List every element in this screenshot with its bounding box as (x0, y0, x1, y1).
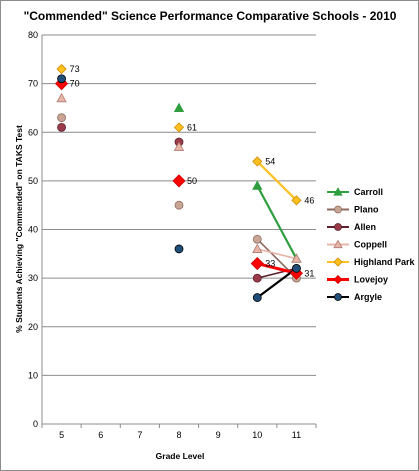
x-tick-label: 7 (137, 430, 142, 440)
y-tick-label: 10 (28, 370, 38, 380)
legend-marker-coppell (333, 239, 343, 249)
legend-label-allen: Allen (354, 222, 376, 232)
data-label: 50 (187, 176, 197, 186)
y-tick-label: 20 (28, 322, 38, 332)
data-label: 33 (265, 259, 275, 269)
legend-label-lovejoy: Lovejoy (354, 275, 388, 285)
series-line-allen (257, 267, 297, 279)
axes: 0 10 20 30 40 50 60 70 80 5 6 7 8 9 10 11 (28, 30, 317, 440)
data-labels: 73 70 61 50 54 46 33 31 (70, 64, 315, 278)
point-highland-park (173, 122, 185, 133)
x-tick-label: 6 (98, 430, 103, 440)
y-tick-label: 70 (28, 79, 38, 89)
point-highland-park (291, 195, 302, 206)
legend: Carroll Plano Allen Coppell Highland Park Lov… (327, 187, 416, 302)
data-label: 31 (304, 268, 314, 278)
chart-title: "Commended" Science Performance Comparat… (24, 9, 397, 23)
y-tick-label: 30 (28, 273, 38, 283)
legend-marker-lovejoy (333, 274, 343, 285)
x-tick-label: 9 (216, 430, 221, 440)
legend-label-plano: Plano (354, 205, 379, 215)
data-label: 54 (265, 156, 275, 166)
legend-label-highland-park: Highland Park (354, 257, 416, 267)
data-label: 70 (70, 79, 80, 89)
legend-marker-plano (334, 205, 342, 214)
legend-label-coppell: Coppell (354, 240, 387, 250)
x-axis-title: Grade Level (156, 451, 205, 461)
legend-label-argyle: Argyle (354, 292, 382, 302)
y-tick-label: 60 (28, 127, 38, 137)
point-carroll (252, 180, 263, 190)
point-argyle (252, 293, 262, 302)
y-tick-label: 40 (28, 225, 38, 235)
series-line-coppell (257, 248, 297, 260)
point-plano (252, 234, 262, 244)
legend-marker-highland-park (333, 257, 343, 267)
point-coppell (173, 141, 185, 151)
point-allen (252, 273, 262, 283)
legend-label-carroll: Carroll (354, 187, 383, 197)
point-argyle (174, 244, 184, 254)
x-tick-label: 10 (252, 430, 262, 440)
data-label: 61 (187, 122, 197, 132)
x-tick-label: 5 (59, 430, 64, 440)
legend-marker-carroll (333, 187, 343, 196)
point-highland-park (252, 156, 263, 167)
point-coppell (291, 253, 302, 263)
series-markers (55, 63, 303, 302)
y-axis-title: % Students Achieving "Commended" on TAKS… (14, 125, 24, 333)
x-tick-label: 8 (176, 430, 181, 440)
point-lovejoy (172, 174, 186, 188)
series-line-carroll (256, 185, 298, 260)
series-line-highland-park (256, 160, 298, 202)
legend-marker-argyle (334, 293, 342, 301)
point-coppell (252, 243, 263, 253)
legend-marker-allen (334, 223, 342, 231)
data-label: 46 (304, 195, 314, 205)
point-allen (57, 122, 66, 132)
point-plano (57, 113, 66, 123)
series-line-lovejoy (256, 262, 297, 275)
grid (42, 34, 316, 425)
point-argyle (292, 263, 301, 273)
y-tick-label: 0 (33, 419, 38, 429)
point-coppell (56, 92, 67, 103)
point-argyle (57, 74, 66, 84)
y-tick-label: 50 (28, 176, 38, 186)
point-highland-park (56, 63, 67, 75)
y-tick-label: 80 (28, 30, 38, 40)
x-tick-label: 11 (292, 430, 301, 440)
point-plano (174, 200, 184, 210)
point-lovejoy (250, 256, 264, 271)
data-label: 73 (70, 64, 80, 74)
point-carroll (173, 102, 185, 112)
